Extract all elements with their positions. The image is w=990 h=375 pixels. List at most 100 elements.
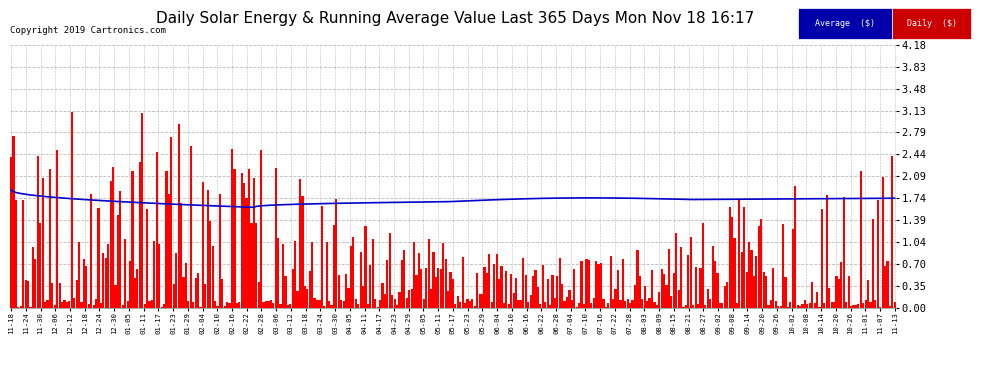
Bar [177, 124, 180, 308]
Bar [590, 303, 592, 307]
Bar [525, 275, 527, 308]
Bar [729, 207, 731, 308]
Bar [144, 304, 146, 307]
Bar [122, 305, 124, 308]
Bar [670, 296, 672, 307]
Bar [172, 284, 175, 308]
Bar [15, 200, 17, 308]
Bar [724, 286, 726, 308]
Bar [700, 268, 702, 308]
Bar [449, 272, 451, 308]
Bar [466, 298, 468, 307]
Bar [294, 241, 296, 308]
Bar [503, 303, 505, 307]
Bar [624, 301, 627, 307]
Bar [433, 252, 435, 308]
Text: Average  ($): Average ($) [815, 19, 875, 28]
Bar [731, 217, 734, 308]
Bar [561, 284, 563, 308]
Bar [20, 306, 22, 308]
Bar [292, 268, 294, 308]
Bar [44, 302, 47, 307]
Bar [546, 279, 548, 308]
Bar [32, 247, 34, 308]
Bar [629, 303, 632, 307]
Bar [10, 157, 12, 308]
Bar [246, 198, 248, 308]
Bar [354, 299, 357, 307]
Bar [40, 223, 42, 308]
Bar [204, 284, 206, 308]
Bar [675, 233, 677, 308]
Bar [88, 304, 90, 307]
Bar [153, 241, 155, 308]
Bar [695, 267, 697, 308]
Bar [95, 299, 97, 307]
Bar [219, 194, 221, 308]
Bar [680, 247, 682, 308]
Bar [673, 273, 675, 308]
Bar [124, 239, 127, 308]
Bar [889, 306, 891, 308]
Bar [170, 136, 172, 308]
Bar [469, 300, 471, 307]
Bar [68, 301, 70, 307]
Bar [306, 289, 308, 308]
Bar [690, 237, 692, 308]
Bar [874, 300, 876, 307]
Bar [714, 261, 716, 308]
Bar [304, 286, 306, 308]
Bar [707, 289, 709, 308]
Bar [260, 150, 262, 308]
Text: Copyright 2019 Cartronics.com: Copyright 2019 Cartronics.com [10, 26, 165, 35]
Bar [224, 306, 226, 308]
Bar [331, 305, 333, 308]
Bar [379, 300, 381, 307]
Bar [333, 225, 335, 308]
Bar [518, 300, 520, 307]
Bar [877, 200, 879, 308]
Bar [287, 305, 289, 308]
Bar [571, 300, 573, 307]
Bar [17, 307, 20, 308]
Bar [316, 300, 318, 307]
Bar [535, 270, 537, 308]
Bar [309, 271, 311, 308]
Bar [789, 302, 791, 307]
Bar [575, 307, 578, 308]
Bar [801, 304, 804, 307]
Bar [394, 299, 396, 307]
Bar [650, 270, 653, 308]
Bar [852, 306, 854, 308]
Bar [241, 173, 243, 308]
Bar [862, 303, 864, 307]
Bar [236, 303, 238, 307]
Bar [867, 280, 869, 308]
Bar [413, 242, 415, 308]
Bar [403, 250, 406, 307]
Bar [418, 253, 420, 308]
Bar [119, 191, 122, 308]
Bar [22, 200, 25, 308]
Bar [192, 302, 194, 307]
Bar [692, 305, 694, 308]
Bar [107, 244, 109, 308]
Bar [527, 302, 530, 307]
Bar [97, 208, 100, 308]
Bar [872, 219, 874, 308]
Bar [221, 279, 224, 308]
Bar [61, 302, 63, 307]
Bar [187, 301, 189, 307]
Bar [498, 279, 500, 308]
Bar [229, 303, 231, 307]
Bar [115, 285, 117, 308]
Bar [605, 307, 607, 308]
Bar [775, 301, 777, 307]
Bar [770, 300, 772, 307]
Bar [663, 273, 665, 308]
Bar [637, 250, 639, 308]
Bar [500, 266, 503, 308]
Bar [51, 283, 53, 308]
Bar [838, 279, 840, 308]
Bar [255, 223, 257, 308]
